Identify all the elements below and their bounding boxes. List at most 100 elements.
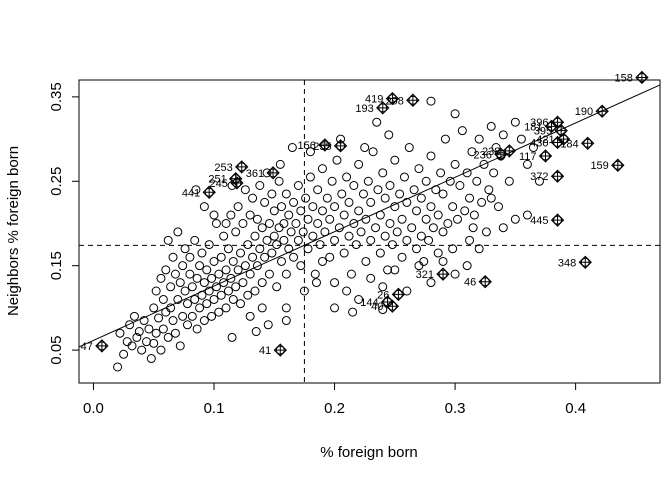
data-point <box>291 218 301 228</box>
data-point <box>191 185 201 195</box>
data-point <box>221 265 231 275</box>
data-point <box>380 231 390 241</box>
data-point <box>342 286 352 296</box>
data-point <box>301 193 311 203</box>
data-point <box>180 244 190 254</box>
data-point <box>277 256 287 266</box>
y-tick-label: 0.15 <box>48 251 65 280</box>
data-point <box>399 172 409 182</box>
labeled-point-cross <box>95 339 108 352</box>
data-point <box>279 218 289 228</box>
labeled-point: 395 <box>534 123 568 138</box>
data-point <box>113 362 123 372</box>
data-point <box>204 240 214 250</box>
data-point <box>286 227 296 237</box>
data-point <box>452 214 462 224</box>
data-point <box>349 218 359 228</box>
point-label: 421 <box>536 134 554 146</box>
y-tick-label: 0.35 <box>48 82 65 111</box>
labeled-point-cross <box>334 139 347 152</box>
data-point <box>366 273 376 283</box>
data-point <box>366 197 376 207</box>
labeled-point: 251 <box>208 172 243 186</box>
labeled-point-cross <box>318 138 331 151</box>
data-point <box>187 311 197 321</box>
labeled-point: 245 <box>210 176 244 190</box>
point-label: 117 <box>519 151 537 163</box>
labeled-point: 441 <box>182 185 216 199</box>
data-point <box>132 332 142 342</box>
labeled-point-cross <box>376 101 389 114</box>
point-label: 156 <box>298 140 316 152</box>
data-point <box>491 143 501 153</box>
data-point <box>240 185 250 195</box>
data-point <box>252 261 262 271</box>
data-point <box>522 210 532 220</box>
y-axis-label: Neighbors % foreign born <box>5 146 22 316</box>
data-point <box>226 273 236 283</box>
data-point <box>248 193 258 203</box>
point-label: 348 <box>558 257 576 269</box>
data-point <box>279 235 289 245</box>
data-point <box>149 338 159 348</box>
data-point <box>330 235 340 245</box>
labeled-point: 184 <box>560 136 595 150</box>
data-point <box>129 311 139 321</box>
labeled-point-diamond <box>554 123 568 138</box>
data-point <box>534 176 544 186</box>
data-point <box>378 282 388 292</box>
labeled-point-cross <box>545 120 558 133</box>
data-point <box>199 202 209 212</box>
data-point <box>372 117 382 127</box>
data-point <box>248 252 258 262</box>
data-point <box>231 227 241 237</box>
labeled-point-cross <box>479 275 492 288</box>
data-point <box>170 328 180 338</box>
data-point <box>139 316 149 326</box>
labeled-point-cross <box>437 268 450 281</box>
plot-frame <box>78 79 661 384</box>
labeled-point: 348 <box>558 255 592 269</box>
data-point <box>243 290 253 300</box>
labeled-point-cross <box>551 170 564 183</box>
data-point <box>228 294 238 304</box>
data-point <box>327 176 337 186</box>
point-label: 46 <box>464 277 476 289</box>
data-point <box>163 332 173 342</box>
data-point <box>450 109 460 119</box>
data-point <box>226 210 236 220</box>
point-label: 441 <box>182 187 200 199</box>
labeled-point: 117 <box>519 149 553 163</box>
data-point <box>390 202 400 212</box>
data-point <box>219 231 229 241</box>
data-point <box>308 202 318 212</box>
data-point <box>317 206 327 216</box>
labeled-point-diamond <box>635 70 649 85</box>
point-label: 236 <box>474 149 492 161</box>
data-point <box>366 235 376 245</box>
points-layer <box>113 96 544 372</box>
labeled-point-diamond <box>333 139 348 153</box>
data-point <box>163 235 173 245</box>
data-point <box>448 244 458 254</box>
data-point <box>317 164 327 174</box>
data-point <box>185 269 195 279</box>
data-point <box>414 261 424 271</box>
labeled-point-cross <box>579 256 592 269</box>
data-point <box>192 324 202 334</box>
data-point <box>240 261 250 271</box>
data-point <box>424 235 434 245</box>
labeled-point-cross <box>406 94 419 107</box>
data-point <box>481 227 491 237</box>
data-point <box>428 223 438 233</box>
data-point <box>384 130 394 140</box>
labeled-point-diamond <box>318 138 332 152</box>
data-point <box>211 218 221 228</box>
point-label: 372 <box>530 171 548 183</box>
data-point <box>257 278 267 288</box>
data-point <box>199 316 209 326</box>
data-point <box>236 299 246 309</box>
point-label: 41 <box>259 345 271 357</box>
point-label: 395 <box>534 126 552 138</box>
data-point <box>440 134 450 144</box>
